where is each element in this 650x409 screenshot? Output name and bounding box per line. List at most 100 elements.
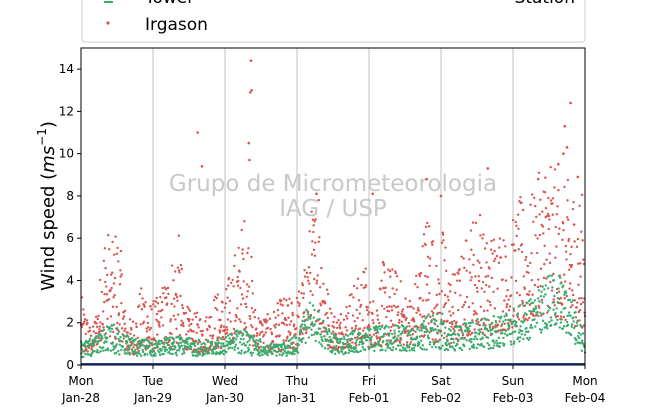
data-point (239, 320, 242, 323)
data-point (274, 326, 277, 329)
data-point (462, 303, 466, 306)
data-point (528, 303, 532, 306)
data-point (484, 283, 488, 287)
data-point (309, 317, 312, 320)
data-point (286, 335, 289, 338)
data-point (503, 332, 507, 335)
data-point (298, 302, 301, 305)
data-point (117, 349, 120, 353)
data-point (266, 313, 269, 316)
data-point (535, 313, 538, 317)
data-point (426, 275, 429, 279)
data-point (451, 305, 454, 309)
data-point (138, 352, 141, 355)
data-point (351, 338, 354, 341)
data-point (355, 338, 359, 342)
data-point (357, 299, 361, 302)
data-point (277, 347, 280, 350)
data-point (251, 344, 255, 347)
data-point (416, 285, 419, 289)
data-point (97, 351, 101, 354)
data-point (355, 308, 358, 312)
data-point (161, 324, 165, 327)
data-point (492, 290, 495, 294)
data-point (176, 313, 180, 316)
data-point (104, 348, 108, 352)
data-point (368, 346, 372, 349)
data-point (359, 303, 363, 307)
data-point (534, 305, 537, 308)
data-point (291, 336, 294, 340)
data-point (330, 338, 333, 341)
data-point (417, 306, 420, 309)
data-point (120, 301, 123, 305)
data-point (515, 325, 518, 328)
data-point (253, 316, 257, 319)
data-point (212, 352, 215, 355)
data-point (358, 312, 361, 315)
data-point (468, 258, 471, 261)
data-point (307, 266, 311, 269)
data-point (481, 280, 485, 284)
data-point (471, 321, 475, 324)
data-point (301, 284, 305, 287)
data-point (496, 287, 499, 290)
data-point (171, 352, 174, 356)
data-point (557, 290, 561, 293)
data-point (467, 305, 471, 309)
data-point (375, 342, 378, 346)
data-point (247, 348, 251, 351)
data-point (320, 266, 323, 270)
data-point (130, 328, 133, 331)
data-point (364, 267, 367, 270)
data-point (505, 314, 508, 317)
data-point (544, 284, 548, 287)
data-point (487, 285, 491, 288)
data-point (388, 346, 392, 350)
data-point (512, 330, 515, 334)
data-point (126, 352, 129, 355)
data-point (444, 326, 447, 329)
data-point (356, 277, 360, 281)
data-point (551, 197, 555, 200)
data-point (110, 327, 114, 331)
data-point (536, 177, 540, 181)
data-point (559, 315, 563, 318)
data-point (243, 220, 246, 223)
data-point (177, 335, 180, 339)
data-point (555, 291, 559, 295)
data-point (465, 239, 468, 242)
data-point (556, 314, 559, 318)
data-point (370, 335, 373, 338)
data-point (252, 339, 255, 343)
data-point (448, 333, 451, 337)
data-point (185, 333, 188, 336)
data-point (544, 206, 548, 210)
data-point (381, 348, 384, 352)
data-point (238, 318, 241, 321)
data-point (372, 345, 375, 348)
data-point (264, 331, 268, 334)
data-point (442, 321, 445, 324)
data-point (129, 352, 132, 355)
data-point (163, 286, 166, 289)
data-point (157, 339, 161, 343)
data-point (546, 275, 549, 279)
data-point (396, 337, 399, 340)
data-point (322, 282, 325, 285)
data-point (486, 309, 489, 312)
data-point (510, 332, 513, 335)
data-point (382, 263, 386, 267)
data-point (205, 347, 208, 350)
data-point (415, 311, 418, 314)
data-point (285, 323, 288, 327)
data-point (125, 340, 128, 343)
data-point (420, 326, 423, 330)
data-point (348, 338, 352, 341)
data-point (360, 338, 363, 341)
data-point (242, 342, 246, 345)
data-point (99, 333, 102, 336)
data-point (250, 354, 253, 357)
data-point (454, 344, 457, 347)
data-point (363, 348, 367, 352)
